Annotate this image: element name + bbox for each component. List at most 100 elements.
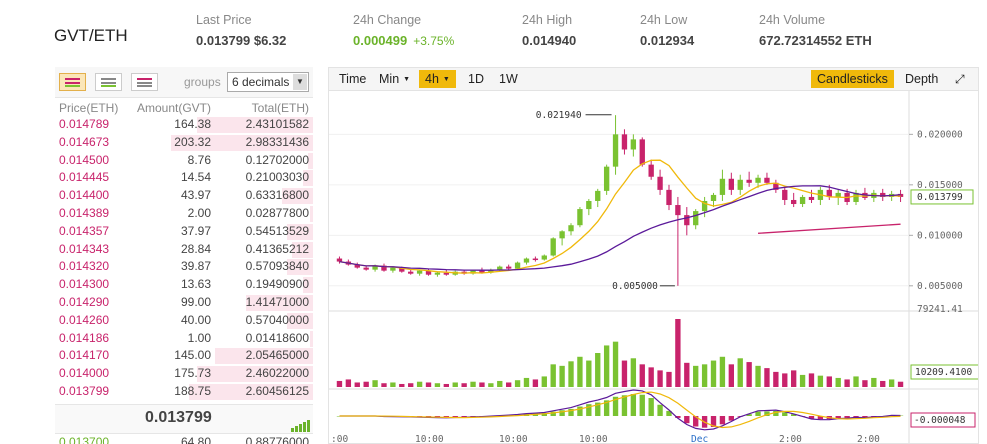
chart-toolbar: Time Min ▼ 4h ▼ 1D 1W Candlesticks Depth ⤢ [329, 68, 978, 91]
ask-row[interactable]: 0.014300 13.63 0.19490900 [55, 276, 313, 294]
fullscreen-icon[interactable]: ⤢ [955, 72, 965, 86]
ask-row[interactable]: 0.014290 99.00 1.41471000 [55, 294, 313, 312]
ask-row[interactable]: 0.014500 8.76 0.12702000 [55, 152, 313, 170]
ask-total: 0.63316800 [245, 188, 309, 203]
tb-1w[interactable]: 1W [499, 72, 518, 86]
stat-24h-high: 24h High 0.014940 [522, 13, 576, 48]
tb-depth[interactable]: Depth [905, 72, 939, 86]
orderbook-both-icon[interactable] [59, 73, 86, 91]
ask-row[interactable]: 0.014170 145.00 2.05465000 [55, 347, 313, 365]
groups-select[interactable]: 6 decimals ▼ [227, 72, 309, 92]
ask-row[interactable]: 0.014357 37.97 0.54513529 [55, 223, 313, 241]
volume-axis-label: 79241.41 [917, 304, 963, 315]
ask-amount: 28.84 [180, 241, 211, 256]
stat-24h-change: 24h Change 0.000499 +3.75% [353, 13, 454, 48]
x-axis-label: 10:00 [415, 434, 444, 444]
candle-body [782, 189, 788, 200]
ask-row[interactable]: 0.014000 175.73 2.46022000 [55, 365, 313, 383]
candle-body [408, 271, 414, 274]
tb-time[interactable]: Time [339, 72, 367, 86]
tb-1d[interactable]: 1D [468, 72, 484, 86]
bid-total: 0.88776000 [245, 434, 309, 444]
orderbook-asks-icon[interactable] [131, 73, 158, 91]
ask-total: 2.46022000 [245, 366, 309, 381]
macd-bar [808, 416, 815, 419]
market-header: GVT/ETH Last Price 0.013799 $6.32 24h Ch… [0, 0, 987, 62]
candle-body [621, 134, 628, 150]
macd-bar [657, 404, 663, 416]
candle-body [577, 209, 583, 226]
ask-row[interactable]: 0.014320 39.87 0.57093840 [55, 258, 313, 276]
ask-price: 0.014500 [59, 152, 110, 167]
stat-value: 0.014940 [522, 33, 577, 48]
ask-row[interactable]: 0.014789 164.38 2.43101582 [55, 116, 313, 134]
volume-bar [550, 364, 556, 387]
ask-row[interactable]: 0.013799 188.75 2.60456125 [55, 383, 313, 401]
macd-bar [461, 416, 467, 418]
groups-value: 6 decimals [232, 75, 290, 89]
candle-body [657, 176, 663, 190]
volume-bar [514, 380, 521, 387]
ask-amount: 99.00 [180, 294, 211, 309]
candle-body [746, 179, 752, 183]
ask-row[interactable]: 0.014260 40.00 0.57040000 [55, 312, 313, 330]
ask-price: 0.014186 [59, 330, 110, 345]
candle-body [479, 270, 485, 273]
volume-bar [808, 373, 815, 387]
macd-tag-label: -0.000048 [914, 415, 966, 426]
orderbook-bids-icon[interactable] [95, 73, 122, 91]
ask-total: 0.19490900 [245, 277, 309, 292]
chart-panel: Time Min ▼ 4h ▼ 1D 1W Candlesticks Depth ⤢… [328, 67, 979, 444]
ask-row[interactable]: 0.014445 14.54 0.21003030 [55, 169, 313, 187]
volume-bar [381, 383, 387, 387]
macd-bar [541, 413, 547, 416]
stat-label: Last Price [196, 13, 252, 27]
ask-row[interactable]: 0.014343 28.84 0.41365212 [55, 241, 313, 259]
volume-bar [648, 367, 654, 387]
stat-24h-volume: 24h Volume 672.72314552 ETH [759, 13, 872, 48]
candle-body [416, 270, 423, 274]
candlestick-chart[interactable]: 0.020000 0.015000 0.010000 0.005000 0.021940… [329, 91, 978, 444]
ask-amount: 14.54 [180, 170, 211, 185]
tb-interval-4h[interactable]: 4h ▼ [419, 70, 456, 88]
candle-body [354, 264, 360, 268]
volume-bar [791, 370, 797, 387]
volume-bar [586, 360, 592, 387]
ask-price: 0.014789 [59, 117, 110, 131]
ask-total: 0.21003030 [245, 170, 309, 185]
ask-price: 0.014389 [59, 205, 110, 220]
macd-bar [755, 411, 761, 416]
macd-bar [630, 394, 637, 416]
tb-candlesticks[interactable]: Candlesticks [811, 70, 894, 88]
volume-bar [479, 382, 485, 387]
x-axis-label: 2:00 [779, 434, 802, 444]
ask-price: 0.014300 [59, 277, 110, 292]
x-axis-label: 10:00 [499, 434, 528, 444]
ask-row[interactable]: 0.014186 1.00 0.01418600 [55, 330, 313, 348]
macd-signal-line [339, 391, 901, 429]
ask-row[interactable]: 0.014400 43.97 0.63316800 [55, 187, 313, 205]
volume-tag [910, 364, 978, 380]
ask-price: 0.014400 [59, 188, 110, 203]
tb-4h-label: 4h [425, 72, 439, 86]
ask-amount: 164.38 [174, 117, 211, 131]
macd-line [339, 389, 901, 431]
ask-price: 0.014445 [59, 170, 110, 185]
candle-body [684, 215, 690, 226]
bid-row[interactable]: 0.013700 64.80 0.88776000 [55, 434, 313, 444]
depth-bar [282, 188, 313, 205]
col-amount: Amount(GVT) [136, 101, 211, 115]
macd-bar [835, 416, 841, 419]
volume-bar [621, 360, 628, 387]
volume-bar [799, 374, 806, 387]
candle-body [728, 178, 734, 190]
ask-row[interactable]: 0.014389 2.00 0.02877800 [55, 205, 313, 223]
x-axis-label: :00 [331, 434, 348, 444]
volume-bar [408, 383, 414, 387]
tb-min[interactable]: Min ▼ [373, 70, 416, 88]
ask-row[interactable]: 0.014673 203.32 2.98331436 [55, 134, 313, 152]
depth-bar [189, 383, 313, 400]
macd-bar [764, 411, 770, 416]
tb-min-label: Min [379, 72, 400, 86]
candle-body [791, 199, 797, 205]
